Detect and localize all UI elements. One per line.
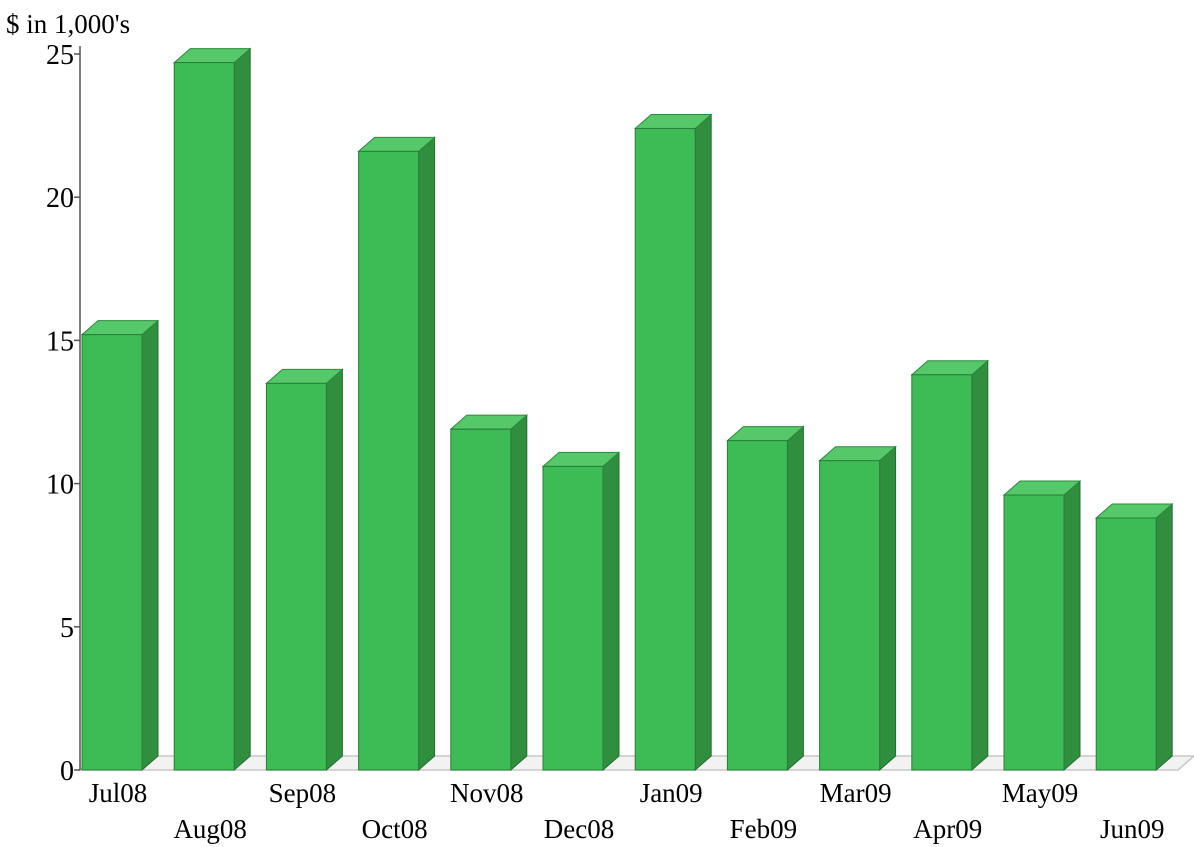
y-tick-label: 10 <box>46 470 74 501</box>
bar-feb09 <box>726 425 805 772</box>
x-tick-label-aug08: Aug08 <box>173 814 247 844</box>
y-axis-label: $ in 1,000's <box>6 9 130 39</box>
bar-front-face <box>1003 494 1065 771</box>
bar-dec08 <box>541 451 621 772</box>
bar-front-face <box>542 465 604 771</box>
x-tick-label-sep08: Sep08 <box>269 778 337 808</box>
bar-side-face <box>325 368 343 772</box>
bar-side-face <box>1063 479 1081 772</box>
bar-jul08 <box>80 319 160 772</box>
bar-side-face <box>1155 502 1173 772</box>
x-tick-label-jun09: Jun09 <box>1100 814 1165 844</box>
x-tick-label-feb09: Feb09 <box>730 814 798 844</box>
bar-front-face <box>911 374 973 771</box>
x-tick-label-nov08: Nov08 <box>450 778 524 808</box>
bar-front-face <box>450 428 512 771</box>
bar-jun09 <box>1094 502 1174 772</box>
bar-jan09 <box>633 113 713 772</box>
y-tick-label: 0 <box>60 756 74 787</box>
bar-side-face <box>510 414 528 772</box>
bar-front-face <box>1095 517 1157 771</box>
bar-side-face <box>786 425 804 772</box>
x-tick-label-may09: May09 <box>1002 778 1079 808</box>
bar-front-face <box>173 62 235 771</box>
bar-may09 <box>1002 479 1082 772</box>
bar-aug08 <box>172 47 252 772</box>
bar-side-face <box>694 113 712 772</box>
x-tick-label-mar09: Mar09 <box>820 778 892 808</box>
bar-side-face <box>971 359 989 772</box>
y-tick-label: 15 <box>46 326 74 357</box>
bar-front-face <box>819 460 881 771</box>
y-tick-label: 25 <box>46 40 74 71</box>
bar-front-face <box>81 334 143 771</box>
x-tick-label-dec08: Dec08 <box>544 814 614 844</box>
x-tick-label-jan09: Jan09 <box>640 778 703 808</box>
bar-nov08 <box>449 414 529 772</box>
y-tick-label: 5 <box>60 613 74 644</box>
bar-sep08 <box>265 368 344 772</box>
bar-front-face <box>726 440 788 771</box>
y-tick-label: 20 <box>46 183 74 214</box>
bar-oct08 <box>357 136 436 772</box>
bar-side-face <box>879 445 897 772</box>
bar-front-face <box>265 382 327 771</box>
bar-side-face <box>418 136 436 772</box>
x-tick-label-oct08: Oct08 <box>362 814 428 844</box>
x-tick-label-jul08: Jul08 <box>89 778 148 808</box>
x-tick-label-apr09: Apr09 <box>913 814 982 844</box>
bar-front-face <box>358 150 420 771</box>
bar-mar09 <box>818 445 897 772</box>
bar-apr09 <box>910 359 990 772</box>
bar-side-face <box>233 47 251 772</box>
bar-side-face <box>141 319 159 772</box>
bar-side-face <box>602 451 620 772</box>
bar-front-face <box>634 127 696 771</box>
